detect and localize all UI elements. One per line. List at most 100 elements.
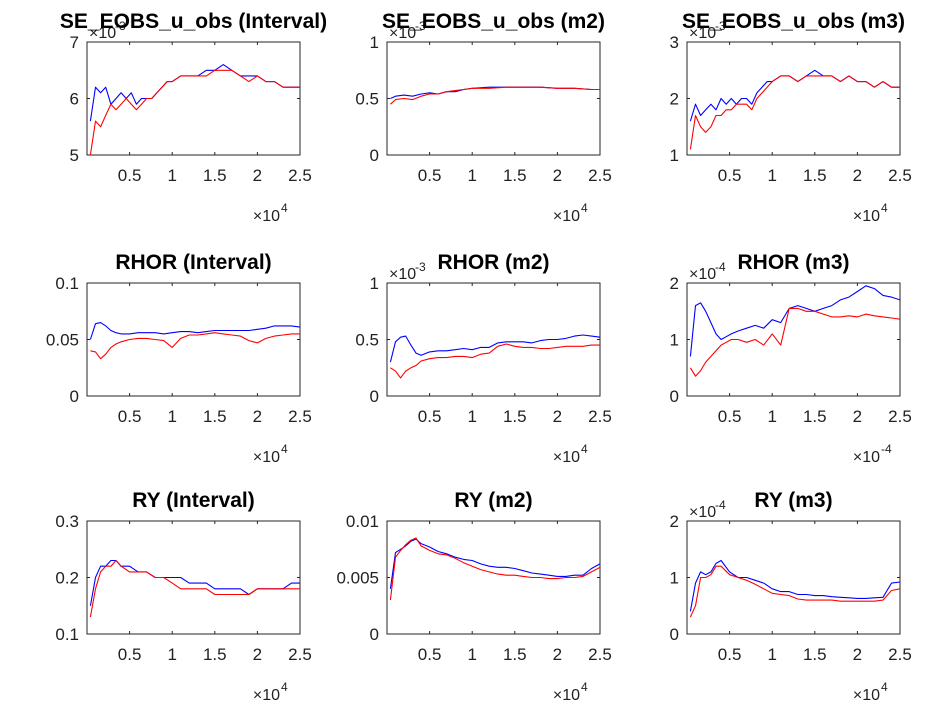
x-tick-label: 2.5 [288,166,312,185]
y-tick-label: 0 [670,625,679,644]
subplot-title: RHOR (Interval) [115,251,271,274]
x-multiplier-label: ×10 [853,208,880,225]
x-tick-label: 1.5 [503,407,527,426]
subplot-title: RY (m2) [454,489,532,512]
x-tick-label: 1.5 [503,645,527,664]
y-multiplier-label: ×10 [389,266,416,283]
x-tick-label: 2.5 [588,645,612,664]
x-tick-label: 2 [253,407,262,426]
x-exponent-label: -4 [881,442,892,456]
subplot-title: RY (m3) [754,489,832,512]
y-exponent-label: -3 [715,19,726,33]
subplot-title: RHOR (m2) [437,251,549,274]
y-exponent-label: -3 [415,260,426,274]
x-tick-label: 1 [467,166,476,185]
plot-area [686,41,901,156]
x-tick-label: 1 [767,166,776,185]
y-tick-label: 1 [370,274,379,293]
x-tick-label: 0.5 [418,407,442,426]
y-exponent-label: -3 [415,19,426,33]
y-exponent-label: -3 [115,19,126,33]
subplot-title: RHOR (m3) [737,251,849,274]
x-tick-label: 2.5 [888,645,912,664]
series-line-2 [90,332,300,360]
x-tick-label: 2.5 [288,407,312,426]
y-tick-label: 7 [70,33,79,52]
y-tick-label: 0 [370,387,379,406]
series-line-2 [89,559,300,618]
subplot-7: 0.5 1 1.5 2 2.5 0.1 0.2 0.3 ×10 4 RY (Interval) [55,489,311,704]
y-tick-label: 0.2 [55,569,79,588]
plot-area [386,41,601,156]
y-exponent-label: -4 [715,498,726,512]
x-tick-label: 0.5 [718,166,742,185]
x-tick-label: 2.5 [588,166,612,185]
x-tick-label: 1 [167,645,176,664]
y-tick-label: 0.05 [46,331,79,350]
y-tick-label: 1 [670,146,679,165]
x-tick-label: 2.5 [888,407,912,426]
x-tick-label: 1 [767,645,776,664]
x-tick-label: 2 [553,407,562,426]
x-multiplier-label: ×10 [553,449,580,466]
y-exponent-label: -4 [715,260,726,274]
x-exponent-label: 4 [581,201,588,215]
x-tick-label: 0.5 [418,645,442,664]
y-tick-label: 0 [670,387,679,406]
y-tick-label: 0.5 [355,331,379,350]
x-tick-label: 1 [467,645,476,664]
x-tick-label: 2 [253,645,262,664]
y-tick-label: 1 [370,33,379,52]
y-tick-label: 0 [70,387,79,406]
subplot-2: 0.5 1 1.5 2 2.500.51×10 4×10-3SE_EOBS_u_obs (… [355,10,611,225]
x-tick-label: 2 [553,166,562,185]
x-tick-label: 2 [853,645,862,664]
x-exponent-label: 4 [281,442,288,456]
y-tick-label: 0 [370,625,379,644]
series-line-2 [390,343,600,379]
plot-area [386,282,601,397]
y-multiplier-label: ×10 [689,25,716,42]
x-tick-label: 0.5 [118,166,142,185]
x-tick-label: 1 [167,407,176,426]
y-tick-label: 2 [670,90,679,109]
series-line-2 [689,565,900,618]
x-tick-label: 0.5 [118,645,142,664]
x-multiplier-label: ×10 [253,208,280,225]
subplot-title: SE_EOBS_u_obs (m3) [682,10,905,33]
y-tick-label: 0.1 [55,274,79,293]
x-tick-label: 1.5 [503,166,527,185]
x-tick-label: 1.5 [203,645,227,664]
x-tick-label: 2.5 [588,407,612,426]
x-exponent-label: 4 [281,680,288,694]
series-line-1 [389,334,600,363]
series-line-1 [689,559,900,612]
x-exponent-label: 4 [881,680,888,694]
series-line-2 [689,75,900,150]
x-tick-label: 1.5 [803,645,827,664]
plot-area [86,41,301,156]
series-line-2 [390,86,600,105]
x-tick-label: 1 [467,407,476,426]
x-tick-label: 2 [253,166,262,185]
x-tick-label: 1.5 [803,407,827,426]
series-line-1 [389,538,600,589]
series-line-1 [689,285,900,357]
y-multiplier-label: ×10 [89,25,116,42]
x-tick-label: 0.5 [418,166,442,185]
y-tick-label: 1 [670,569,679,588]
subplot-5: 0.5 1 1.5 2 2.500.51×10 4×10-3 RHOR (m2) [355,251,611,466]
x-multiplier-label: ×10 [853,687,880,704]
x-tick-label: 2 [853,166,862,185]
y-multiplier-label: ×10 [689,504,716,521]
x-tick-label: 1.5 [803,166,827,185]
y-multiplier-label: ×10 [689,266,716,283]
x-tick-label: 1 [167,166,176,185]
subplot-4: 0.5 1 1.5 2 2.5 0 0.05 0.1 ×10 4 RHOR (Interval) [46,251,312,466]
y-multiplier-label: ×10 [389,25,416,42]
series-line-1 [89,322,300,340]
x-tick-label: 1.5 [203,407,227,426]
